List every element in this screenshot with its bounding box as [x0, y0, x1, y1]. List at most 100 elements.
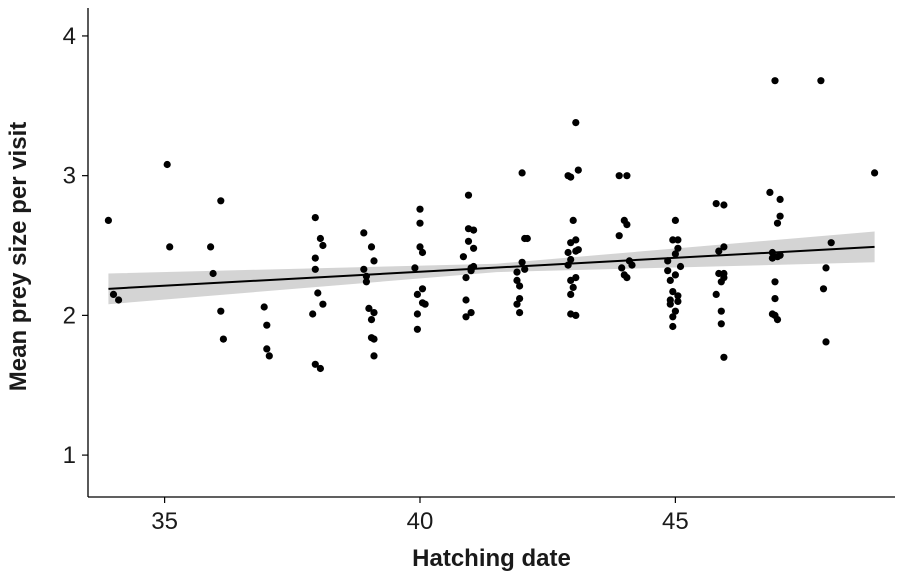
data-point	[715, 269, 723, 278]
data-point	[664, 257, 672, 265]
data-point	[822, 338, 830, 346]
data-point	[459, 253, 467, 261]
data-point	[569, 283, 577, 291]
data-point	[365, 304, 373, 312]
data-point	[720, 201, 728, 209]
data-point	[360, 265, 368, 273]
data-point	[467, 309, 475, 317]
data-point	[516, 309, 524, 317]
data-point	[574, 246, 582, 254]
data-point	[720, 353, 728, 361]
data-point	[567, 255, 575, 264]
data-point	[207, 243, 215, 251]
y-tick-label: 1	[63, 442, 76, 469]
data-point	[671, 271, 680, 279]
y-tick-label: 2	[63, 302, 76, 329]
data-point	[674, 244, 682, 252]
data-point	[771, 295, 779, 303]
data-point	[717, 307, 725, 315]
data-point	[720, 274, 728, 282]
data-point	[413, 325, 421, 333]
data-point	[462, 313, 470, 321]
data-point	[715, 247, 723, 255]
data-point	[421, 300, 429, 308]
data-point	[418, 285, 427, 293]
data-point	[411, 264, 419, 272]
data-point	[615, 172, 623, 180]
data-point	[618, 264, 626, 272]
data-point	[671, 216, 680, 224]
data-point	[676, 262, 685, 271]
data-point	[309, 310, 317, 318]
x-tick-label: 35	[151, 508, 178, 535]
data-point	[370, 257, 378, 265]
data-point	[776, 212, 784, 220]
data-point	[109, 290, 118, 298]
data-point	[773, 316, 782, 324]
data-point	[822, 264, 830, 272]
data-point	[666, 276, 674, 284]
data-point	[319, 300, 327, 308]
data-point	[416, 243, 424, 251]
data-point	[674, 297, 682, 305]
y-axis-title: Mean prey size per visit	[5, 122, 32, 391]
data-point	[712, 200, 720, 208]
data-point	[464, 191, 473, 199]
data-point	[572, 274, 580, 282]
data-point	[671, 250, 680, 258]
data-point	[513, 300, 521, 308]
data-point	[219, 335, 227, 343]
y-tick-label: 4	[63, 23, 76, 50]
data-point	[564, 248, 572, 257]
data-point	[370, 335, 378, 343]
data-point	[669, 236, 677, 244]
data-point	[574, 166, 582, 174]
data-point	[311, 360, 319, 368]
data-point	[615, 232, 623, 240]
data-point	[104, 216, 112, 224]
data-point	[217, 197, 225, 205]
data-point	[163, 160, 171, 169]
data-point	[720, 243, 728, 251]
data-point	[666, 300, 674, 308]
data-point	[416, 205, 424, 213]
data-point	[671, 307, 680, 315]
data-point	[513, 276, 521, 284]
data-point	[464, 237, 473, 245]
data-point	[370, 309, 378, 317]
data-point	[316, 234, 324, 243]
data-point	[572, 311, 580, 319]
data-point	[470, 244, 478, 252]
data-point	[470, 226, 478, 234]
ticks-layer: 35 40 45 1 2 3 4	[63, 23, 689, 535]
data-point	[263, 321, 271, 329]
data-point	[664, 267, 672, 275]
regression-line-layer	[108, 245, 875, 290]
data-point	[311, 265, 319, 273]
data-point	[462, 296, 470, 304]
data-point	[265, 352, 273, 360]
data-point	[768, 248, 777, 257]
data-point	[367, 243, 376, 251]
data-point	[766, 188, 774, 196]
data-point	[518, 169, 526, 177]
x-tick-label: 40	[407, 508, 434, 535]
data-point	[260, 303, 268, 311]
data-point	[674, 236, 682, 244]
data-point	[817, 77, 825, 85]
data-point	[569, 216, 577, 224]
data-point	[776, 195, 784, 203]
data-point	[319, 241, 327, 250]
data-point	[628, 261, 636, 269]
data-point	[871, 169, 879, 177]
data-point	[513, 268, 521, 276]
data-point	[712, 290, 720, 298]
data-point	[819, 285, 828, 293]
data-point	[263, 345, 271, 353]
data-point	[669, 313, 677, 321]
data-point	[674, 292, 682, 300]
data-point	[362, 272, 370, 280]
data-point	[518, 258, 526, 266]
data-point	[462, 274, 470, 282]
data-point	[776, 251, 784, 259]
